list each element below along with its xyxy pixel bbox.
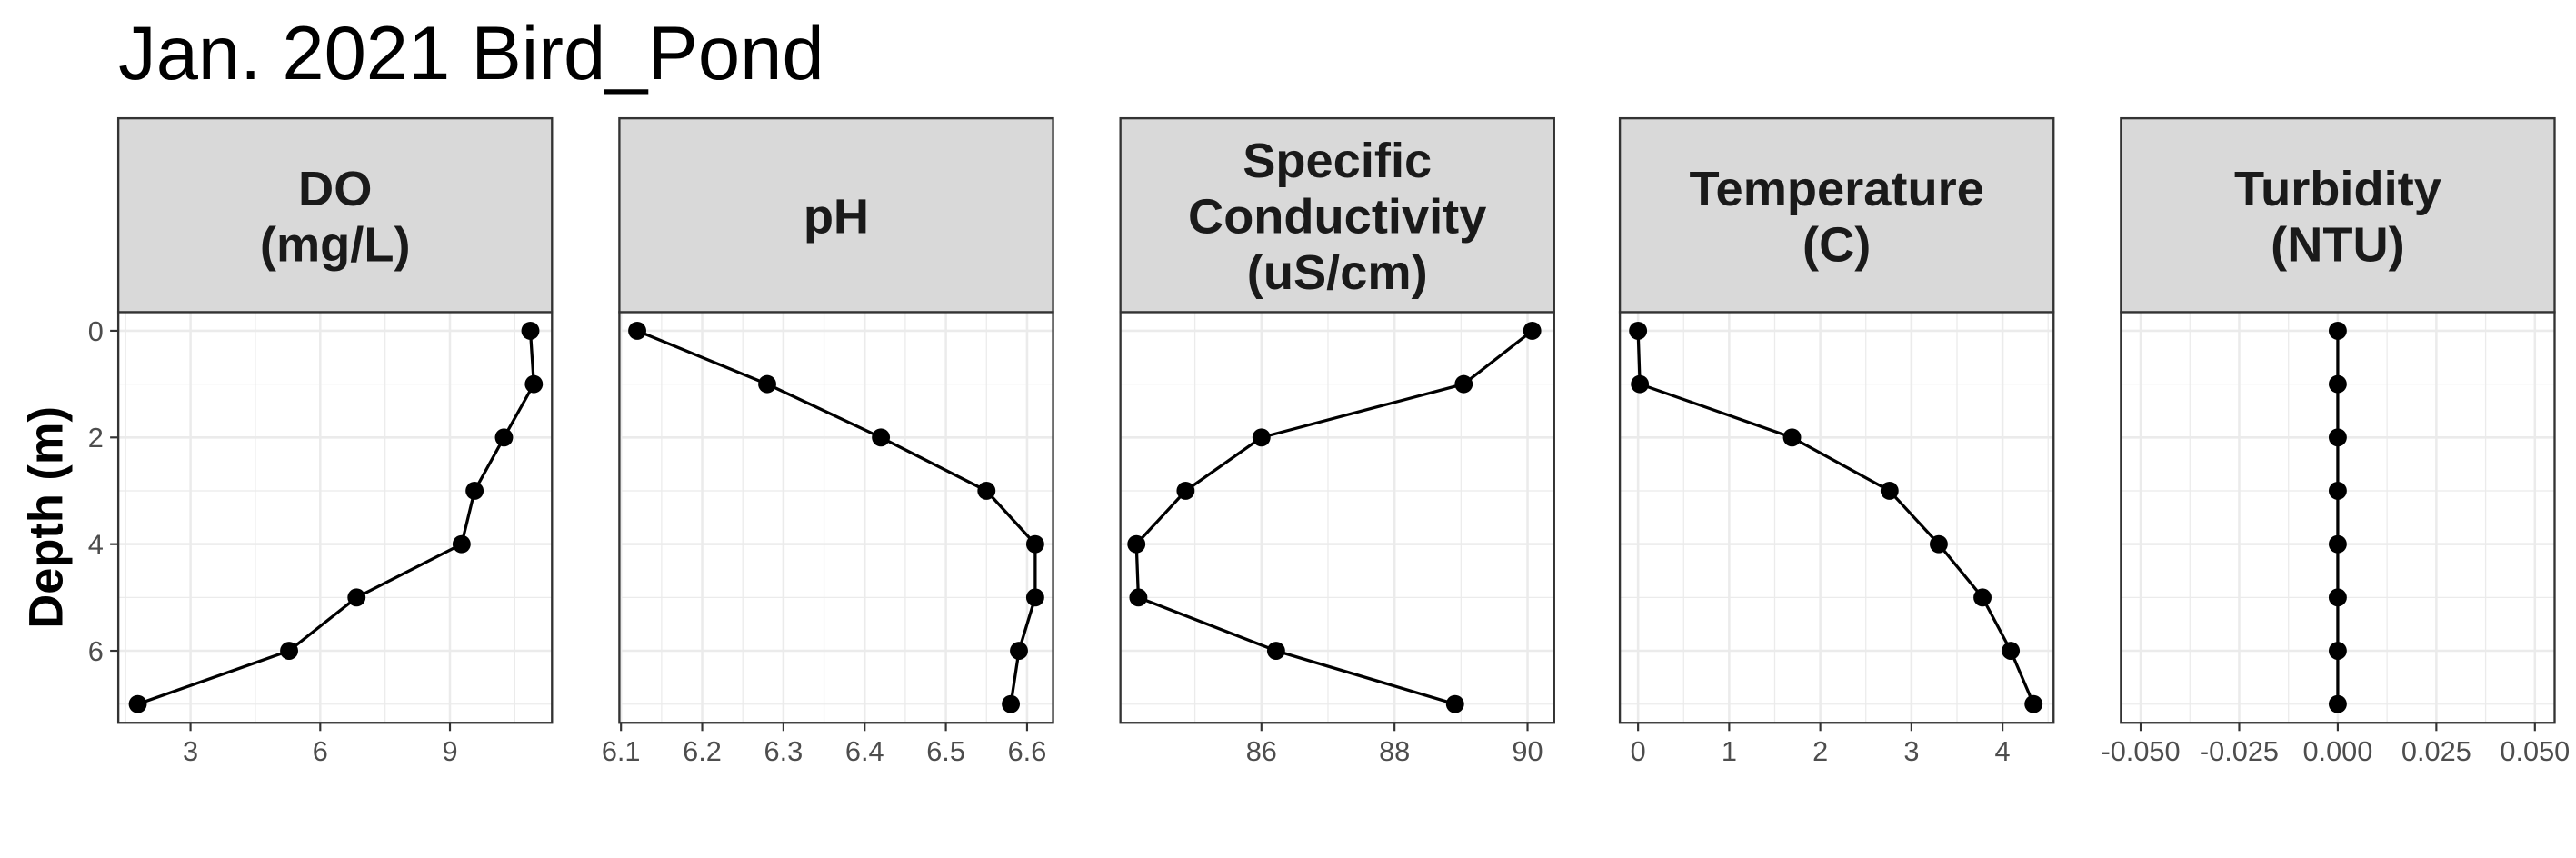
data-line [137, 330, 535, 706]
data-point [1782, 428, 1802, 447]
data-point [1445, 694, 1464, 713]
strip-background [1618, 116, 2055, 314]
x-tick-label: 3 [183, 735, 198, 767]
data-point [465, 482, 484, 500]
data-point [1929, 534, 1948, 554]
strip-background [2120, 116, 2556, 314]
data-point [2328, 588, 2347, 607]
strip-label: (C) [1802, 217, 1871, 272]
data-point [1973, 588, 1992, 607]
panel-background [619, 312, 1053, 723]
strip-label: DO [298, 162, 372, 216]
data-point [1523, 322, 1542, 340]
x-tick-label: 88 [1379, 735, 1410, 767]
x-tick-label: 6.3 [764, 735, 804, 767]
y-tick-label: 0 [88, 315, 104, 347]
data-point [1454, 374, 1473, 394]
x-tick-label: 86 [1246, 735, 1277, 767]
chart-title: Jan. 2021 Bird_Pond [118, 11, 824, 95]
panel-background [118, 312, 553, 723]
x-tick-label: 6 [313, 735, 328, 767]
panel-background [1620, 312, 2054, 723]
strip-background [1119, 116, 1555, 314]
x-tick-label: 0 [1631, 735, 1646, 767]
x-tick-label: 6.4 [845, 735, 884, 767]
x-tick-label: 0.050 [2500, 735, 2570, 767]
y-tick-label: 6 [88, 635, 104, 667]
data-point [2328, 428, 2347, 447]
data-point [758, 374, 776, 394]
panel-background [1120, 312, 1554, 723]
data-point [872, 428, 891, 447]
strip-background [618, 116, 1054, 314]
data-point [2328, 694, 2347, 713]
data-point [1252, 428, 1271, 447]
x-tick-label: 6.6 [1008, 735, 1047, 767]
strip-label: pH [804, 190, 869, 244]
data-point [1002, 694, 1021, 713]
strip-label: (NTU) [2271, 217, 2405, 272]
x-tick-label: 6.1 [602, 735, 641, 767]
data-point [1880, 482, 1899, 500]
strip-label: Temperature [1689, 162, 1983, 216]
data-point [2024, 694, 2043, 713]
y-tick-label: 2 [88, 422, 104, 454]
x-tick-label: 0.000 [2302, 735, 2372, 767]
data-point [1127, 534, 1146, 554]
strip-label: Specific [1243, 134, 1432, 188]
data-point [1129, 588, 1148, 607]
x-tick-label: -0.025 [2200, 735, 2279, 767]
data-line [1636, 330, 2035, 705]
data-point [1266, 642, 1285, 660]
data-point [1629, 322, 1648, 340]
strip-label: Conductivity [1188, 190, 1486, 244]
data-point [1176, 482, 1195, 500]
data-point [1010, 642, 1028, 660]
x-tick-label: 90 [1512, 735, 1543, 767]
x-tick-label: 2 [1812, 735, 1828, 767]
data-point [2002, 642, 2021, 660]
data-point [524, 374, 544, 394]
data-point [452, 534, 471, 554]
data-point [1631, 374, 1650, 394]
data-point [2328, 534, 2347, 554]
data-point [2328, 374, 2347, 394]
data-line [1134, 329, 1533, 706]
data-point [347, 588, 366, 607]
x-tick-label: 6.2 [683, 735, 722, 767]
x-tick-label: 3 [1903, 735, 1919, 767]
x-tick-label: 4 [1995, 735, 2011, 767]
strip-background [116, 116, 554, 314]
x-tick-label: 6.5 [926, 735, 965, 767]
data-point [128, 694, 147, 713]
strip-label: Turbidity [2234, 162, 2441, 216]
y-tick-label: 4 [88, 529, 104, 561]
data-point [628, 322, 646, 340]
data-point [977, 482, 996, 500]
strip-label: (uS/cm) [1247, 245, 1428, 300]
data-point [494, 428, 514, 447]
x-tick-label: 9 [442, 735, 457, 767]
data-line [636, 329, 1037, 704]
x-tick-label: 1 [1722, 735, 1737, 767]
data-point [280, 642, 298, 660]
data-point [2328, 642, 2347, 660]
x-tick-label: -0.050 [2101, 735, 2180, 767]
data-point [2328, 482, 2347, 500]
x-tick-label: 0.025 [2401, 735, 2471, 767]
data-point [1025, 588, 1044, 607]
data-point [521, 322, 540, 340]
data-point [2328, 322, 2347, 340]
strip-label: (mg/L) [260, 217, 411, 272]
y-axis-title: Depth (m) [21, 406, 74, 629]
data-point [1025, 534, 1044, 554]
